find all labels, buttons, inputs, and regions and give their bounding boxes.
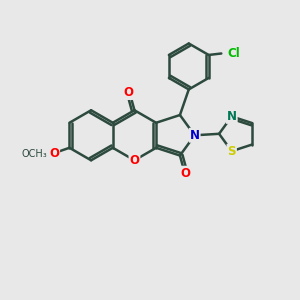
Text: O: O	[49, 147, 59, 160]
Text: N: N	[190, 129, 200, 142]
Text: N: N	[227, 110, 237, 123]
Text: O: O	[130, 154, 140, 167]
Text: Cl: Cl	[227, 47, 240, 60]
Text: S: S	[227, 145, 236, 158]
Text: O: O	[181, 167, 191, 180]
Text: O: O	[124, 86, 134, 99]
Text: OCH₃: OCH₃	[22, 149, 48, 159]
